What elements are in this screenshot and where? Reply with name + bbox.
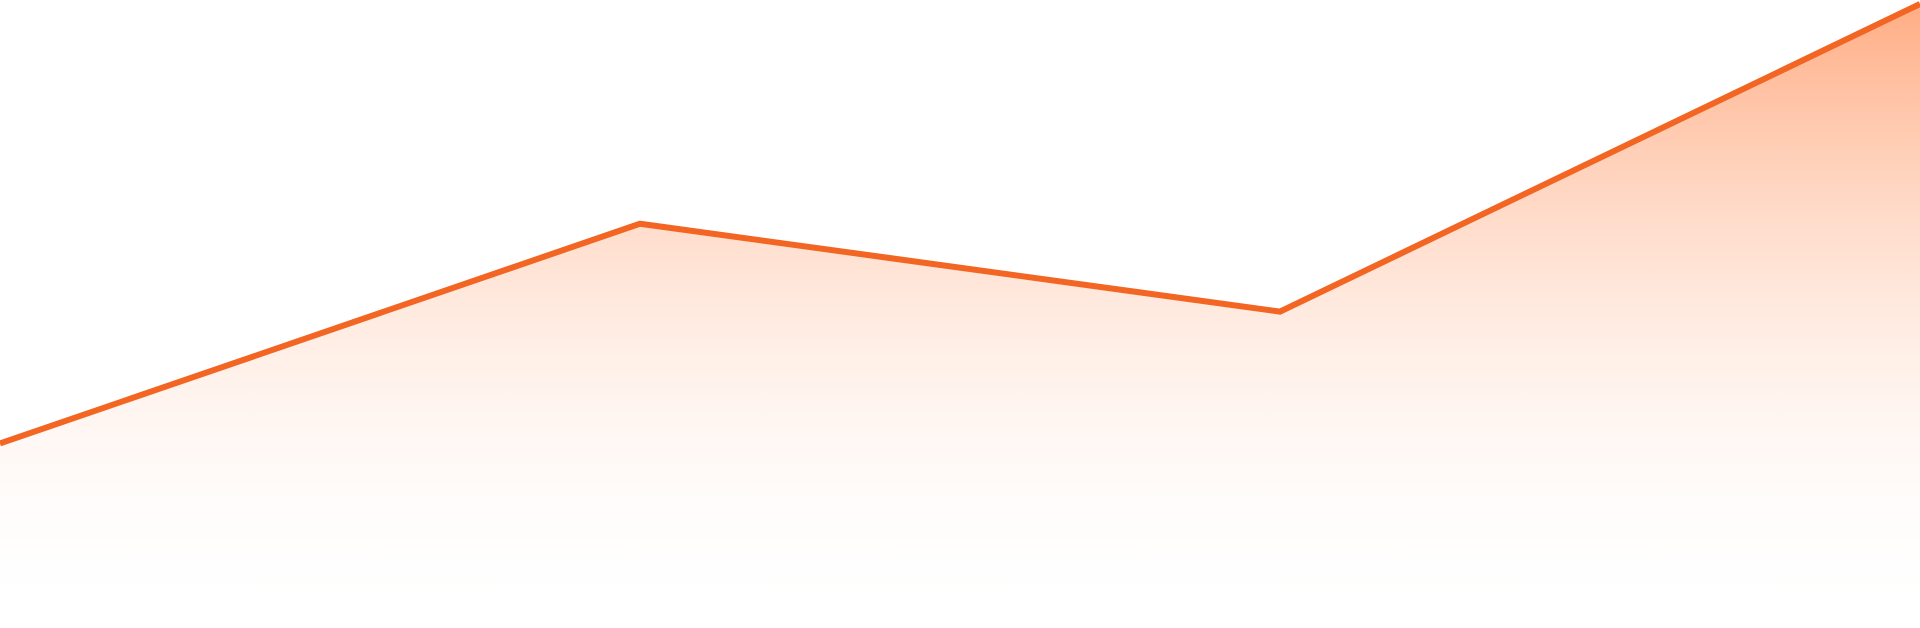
series-line bbox=[0, 1, 1920, 447]
area-fill bbox=[0, 4, 1920, 628]
